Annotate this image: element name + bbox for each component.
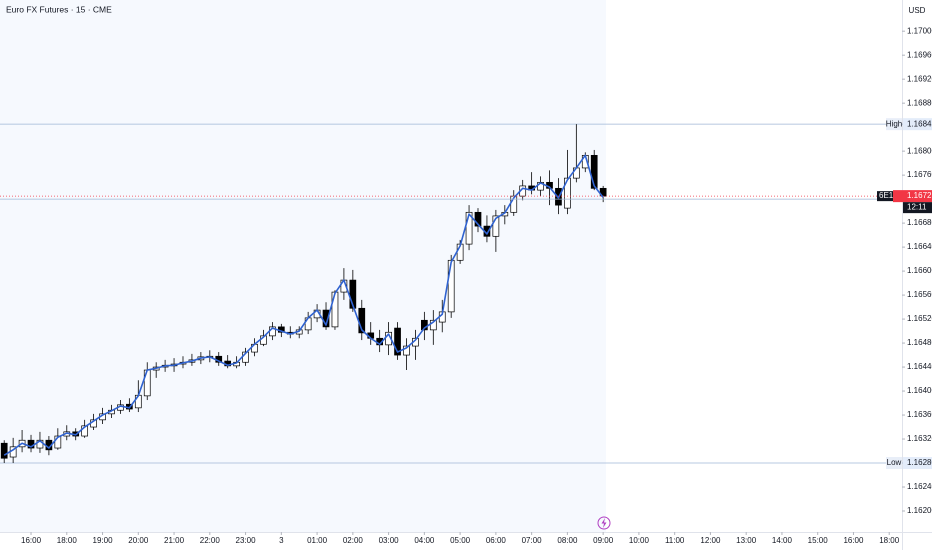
candle-body	[331, 291, 339, 328]
x-tick-label: 21:00	[164, 536, 185, 545]
symbol-label: 6E1!	[879, 191, 895, 200]
last-price-box	[893, 190, 932, 203]
x-tick-label: 01:00	[307, 536, 328, 545]
session-background	[0, 0, 606, 532]
y-tick-label: 1.16680	[907, 218, 932, 227]
candle	[429, 310, 437, 345]
x-tick-label: 16:00	[21, 536, 42, 545]
y-tick-label: 1.16560	[907, 290, 932, 299]
candle	[564, 149, 571, 215]
y-tick-label: 1.16200	[907, 506, 932, 515]
x-tick-label: 20:00	[128, 536, 149, 545]
y-tick-label: 1.16800	[907, 146, 932, 155]
level-price-box	[903, 118, 932, 131]
y-tick-label: 1.16760	[907, 170, 932, 179]
x-tick-label: 09:00	[593, 536, 614, 545]
y-tick-label: 1.16320	[907, 434, 932, 443]
candle	[492, 209, 500, 252]
candle-body	[421, 319, 428, 331]
symbol-tag	[877, 191, 903, 202]
candle-body	[349, 279, 357, 309]
level-price-label: 1.16280	[907, 458, 932, 467]
candle	[394, 322, 401, 360]
x-tick-label: 04:00	[414, 536, 435, 545]
candle-body	[564, 177, 571, 209]
x-tick-label: 19:00	[93, 536, 114, 545]
y-tick-label: 1.16600	[907, 266, 932, 275]
candle	[474, 208, 482, 233]
currency: USD	[909, 6, 926, 15]
candle-body	[0, 442, 8, 459]
candle-body	[394, 327, 401, 356]
x-tick-label: 06:00	[486, 536, 507, 545]
y-tick-label: 1.16640	[907, 242, 932, 251]
x-tick-label: 07:00	[522, 536, 543, 545]
countdown-box	[903, 202, 932, 214]
candle	[403, 338, 410, 371]
candle	[465, 205, 473, 251]
x-tick-label: 12:00	[700, 536, 721, 545]
x-tick-label: 23:00	[236, 536, 257, 545]
x-tick-label: 11:00	[665, 536, 685, 545]
chart-title: Euro FX Futures · 15 · CME	[6, 4, 112, 14]
y-tick-label: 1.16240	[907, 482, 932, 491]
candle-body	[465, 211, 473, 245]
x-tick-label: 03:00	[379, 536, 400, 545]
x-tick-label: 08:00	[557, 536, 578, 545]
x-tick-label: 18:00	[57, 536, 78, 545]
candle-body	[590, 154, 598, 189]
candle	[0, 440, 8, 464]
candle-body	[474, 211, 482, 227]
x-tick-label: 05:00	[450, 536, 471, 545]
y-tick-label: 1.16480	[907, 338, 932, 347]
candle	[81, 419, 89, 438]
candle-body	[81, 425, 89, 437]
replay-icon[interactable]	[597, 516, 611, 530]
candle-body	[492, 215, 500, 237]
x-tick-label: 14:00	[772, 536, 793, 545]
level-price-label: 1.16845	[907, 119, 932, 128]
x-tick-label: 13:00	[736, 536, 757, 545]
y-tick-label: 1.16960	[907, 50, 932, 59]
x-tick-label: 22:00	[200, 536, 221, 545]
price-line	[3, 154, 604, 456]
candle	[421, 311, 428, 341]
last-price-label: 1.16725	[907, 191, 932, 200]
level-tag	[886, 118, 902, 131]
y-tick-label: 1.16880	[907, 98, 932, 107]
x-tick-label: 15:00	[808, 536, 829, 545]
y-tick-label: 1.16360	[907, 410, 932, 419]
x-tick-label: 02:00	[343, 536, 364, 545]
candle-body	[403, 345, 410, 356]
x-tick-label: 10:00	[629, 536, 650, 545]
y-tick-label: 1.16440	[907, 362, 932, 371]
level-label: High	[886, 119, 902, 128]
candle-body	[447, 259, 455, 313]
candle-body	[429, 319, 437, 331]
x-tick-label: 16:00	[843, 536, 864, 545]
level-price-box	[903, 457, 932, 470]
level-label: Low	[887, 458, 902, 467]
y-tick-label: 1.16520	[907, 314, 932, 323]
level-tag	[886, 457, 902, 470]
y-tick-label: 1.16920	[907, 74, 932, 83]
x-tick-label: 3	[279, 536, 284, 545]
x-tick-label: 18:00	[879, 536, 900, 545]
y-tick-label: 1.16400	[907, 386, 932, 395]
countdown-label: 12:11	[907, 203, 927, 212]
y-tick-label: 1.17000	[907, 26, 932, 35]
